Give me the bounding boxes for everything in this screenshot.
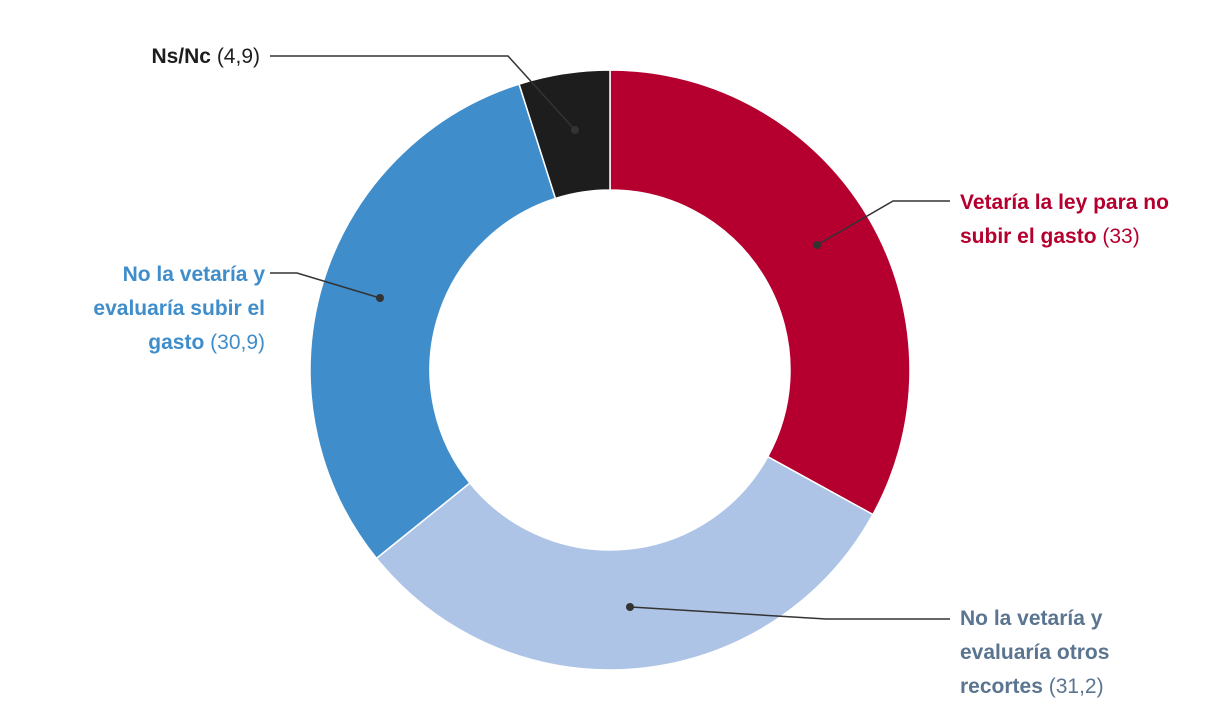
label-vetaria-line-2: subir el gasto [960,225,1097,248]
label-no-subir-value: (30,9) [210,331,265,354]
label-no-otros-line-1: No la vetaría y [960,607,1103,630]
label-no-otros: No la vetaría y evaluaría otros recortes… [960,602,1210,704]
leaders-layer [270,55,950,620]
label-vetaria: Vetaría la ley para no subir el gasto (3… [960,186,1210,254]
label-vetaria-value: (33) [1102,225,1140,248]
label-no-subir-line-2: evaluaría subir el [93,297,265,320]
label-no-otros-value: (31,2) [1048,675,1104,698]
leader-line-nsnc [270,55,576,131]
leader-dot-no-otros [626,603,634,611]
leader-dot-vetaria [813,241,821,249]
label-no-otros-line-2: evaluaría otros [960,641,1110,664]
label-no-subir: No la vetaría y evaluaría subir el gasto… [40,258,265,360]
leader-line-no-subir [270,272,381,299]
donut-slice-no_subir [309,83,557,560]
label-nsnc: Ns/Nc (4,9) [40,40,260,74]
leader-dot-nsnc [571,126,579,134]
label-no-otros-line-3: recortes [960,675,1043,698]
donut-slice-nsnc [518,69,611,200]
label-no-subir-line-3: gasto [148,331,205,354]
leader-line-no-otros [629,606,950,620]
donut-slice-no_otros [375,455,874,671]
label-nsnc-value: (4,9) [216,45,260,68]
leader-dot-no-subir [376,294,384,302]
slices-layer [309,69,911,671]
donut-slice-vetaria [609,69,911,516]
label-vetaria-line-1: Vetaría la ley para no [960,191,1169,214]
leader-line-vetaria [816,200,950,246]
label-no-subir-line-1: No la vetaría y [122,263,265,286]
label-nsnc-name: Ns/Nc [151,45,211,68]
